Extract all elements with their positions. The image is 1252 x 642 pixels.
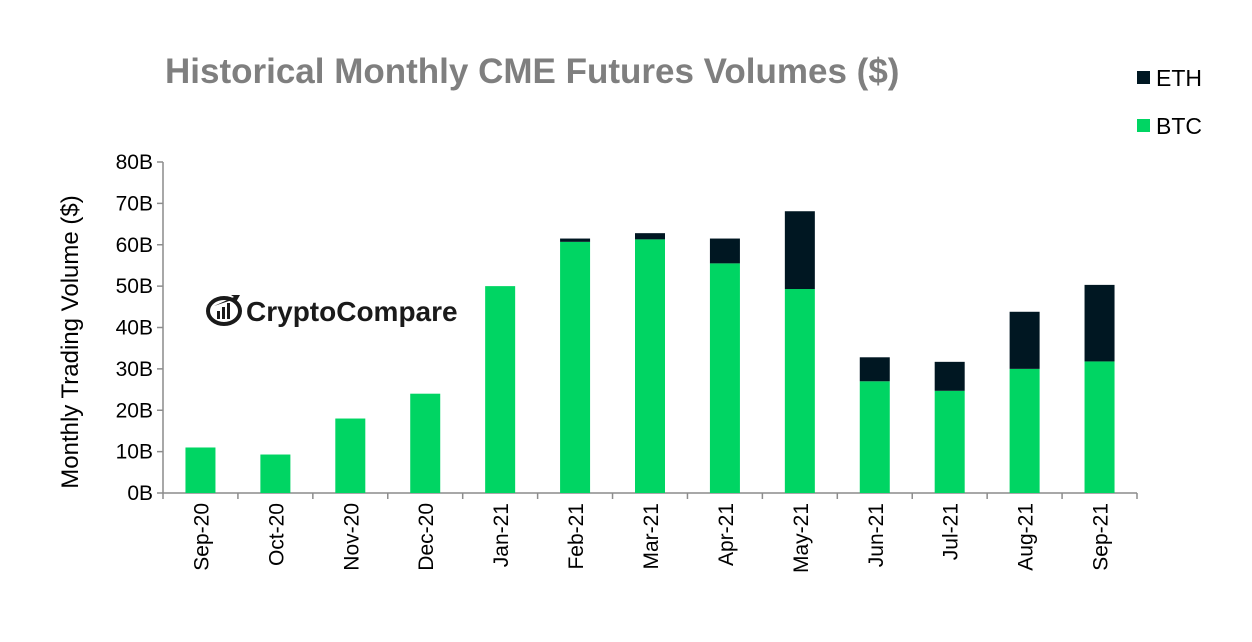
legend-label-btc: BTC bbox=[1156, 113, 1202, 139]
bar-btc-dec-20 bbox=[410, 393, 441, 493]
cryptocompare-logo-icon bbox=[206, 295, 242, 326]
cryptocompare-brand: CryptoCompare bbox=[246, 296, 458, 327]
x-tick-label: Mar-21 bbox=[640, 503, 663, 570]
bar-btc-jul-21 bbox=[934, 390, 965, 493]
bar-btc-sep-21 bbox=[1084, 361, 1115, 493]
bar-btc-sep-20 bbox=[185, 447, 216, 493]
y-tick-label: 60B bbox=[116, 234, 153, 257]
bar-btc-aug-21 bbox=[1009, 368, 1040, 493]
legend-swatch-eth bbox=[1137, 71, 1150, 84]
cryptocompare-watermark: CryptoCompare bbox=[206, 295, 458, 327]
y-tick-label: 80B bbox=[116, 151, 153, 174]
bar-eth-mar-21 bbox=[635, 233, 665, 240]
y-tick-label: 70B bbox=[116, 192, 153, 215]
bar-btc-jun-21 bbox=[859, 381, 890, 493]
bar-btc-feb-21 bbox=[560, 241, 591, 493]
x-tick-label: Sep-21 bbox=[1090, 503, 1113, 571]
bar-eth-may-21 bbox=[784, 211, 815, 290]
x-axis: Sep-20 Oct-20 Nov-20 Dec-20 Jan-21 Feb-21 Mar-… bbox=[162, 492, 1138, 573]
bar-eth-sep-21 bbox=[1084, 284, 1115, 362]
y-tick-label: 0B bbox=[127, 482, 153, 505]
x-tick-label: Feb-21 bbox=[565, 503, 588, 570]
x-tick-label: Jun-21 bbox=[865, 503, 888, 567]
bars bbox=[185, 211, 1115, 493]
chart-title: Historical Monthly CME Futures Volumes (… bbox=[165, 52, 899, 91]
y-axis-label: Monthly Trading Volume ($) bbox=[57, 195, 84, 488]
bar-eth-apr-21 bbox=[709, 238, 740, 264]
bar-eth-jun-21 bbox=[859, 357, 890, 382]
x-tick-label: Jul-21 bbox=[940, 503, 963, 560]
bar-btc-may-21 bbox=[784, 289, 815, 493]
bar-eth-feb-21 bbox=[560, 238, 591, 242]
y-tick-label: 20B bbox=[116, 399, 153, 422]
bar-eth-aug-21 bbox=[1009, 311, 1040, 369]
legend-swatch-btc bbox=[1137, 119, 1150, 132]
bar-btc-jan-21 bbox=[485, 286, 516, 493]
y-tick-label: 10B bbox=[116, 441, 153, 464]
bar-eth-jul-21 bbox=[934, 361, 965, 391]
x-tick-label: Nov-20 bbox=[340, 503, 363, 571]
x-tick-label: Apr-21 bbox=[715, 503, 738, 566]
legend-label-eth: ETH bbox=[1156, 65, 1202, 91]
x-tick-label: Jan-21 bbox=[490, 503, 513, 567]
y-tick-label: 30B bbox=[116, 358, 153, 381]
x-tick-label: May-21 bbox=[790, 503, 813, 573]
y-tick-label: 50B bbox=[116, 275, 153, 298]
bar-btc-nov-20 bbox=[335, 418, 366, 493]
y-tick-label: 40B bbox=[116, 317, 153, 340]
bar-btc-oct-20 bbox=[260, 454, 291, 493]
y-axis: 0B 10B 20B 30B 40B 50B 60B 70B 80B bbox=[116, 151, 164, 505]
x-tick-label: Dec-20 bbox=[415, 503, 438, 571]
bar-btc-mar-21 bbox=[635, 239, 665, 493]
x-tick-label: Sep-20 bbox=[190, 503, 213, 571]
x-tick-label: Aug-21 bbox=[1015, 503, 1038, 571]
bar-btc-apr-21 bbox=[709, 263, 740, 493]
x-tick-label: Oct-20 bbox=[265, 503, 288, 566]
legend: ETH BTC bbox=[1137, 65, 1202, 139]
